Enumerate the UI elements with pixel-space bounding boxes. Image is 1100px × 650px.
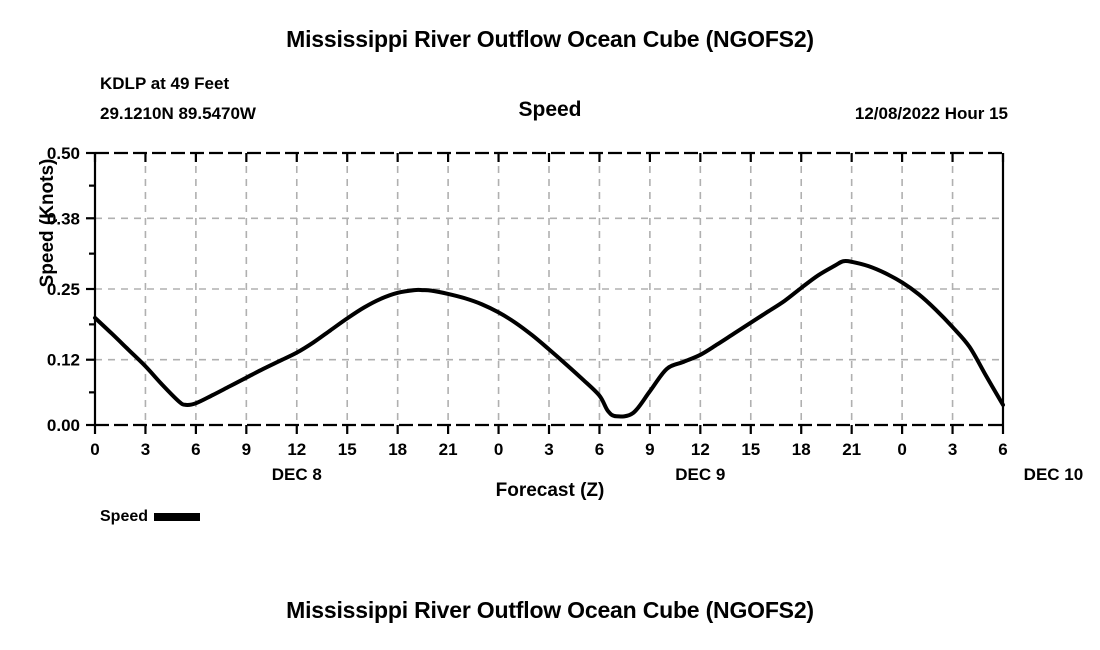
x-axis-label: Forecast (Z) bbox=[495, 480, 605, 501]
svg-text:21: 21 bbox=[842, 440, 861, 459]
svg-text:12: 12 bbox=[287, 440, 306, 459]
svg-text:0: 0 bbox=[897, 440, 906, 459]
forecast-timestamp: 12/08/2022 Hour 15 bbox=[854, 104, 1008, 123]
axis-ticks bbox=[86, 151, 1005, 434]
day-labels: DEC 8 DEC 9 DEC 10 bbox=[272, 465, 1083, 484]
variable-subtitle: Speed bbox=[518, 98, 582, 121]
svg-text:18: 18 bbox=[388, 440, 407, 459]
svg-text:3: 3 bbox=[544, 440, 553, 459]
station-label: KDLP at 49 Feet bbox=[100, 74, 230, 93]
page-title-top: Mississippi River Outflow Ocean Cube (NG… bbox=[286, 26, 814, 52]
svg-text:9: 9 bbox=[645, 440, 654, 459]
svg-text:0: 0 bbox=[90, 440, 99, 459]
data-series bbox=[93, 258, 1005, 419]
page-title-bottom: Mississippi River Outflow Ocean Cube (NG… bbox=[286, 597, 814, 623]
tick-labels: 0.00 0.12 0.25 0.38 0.50 0 3 6 9 12 15 18 21 0 3 6 9 12 15… bbox=[47, 144, 1008, 459]
svg-text:DEC 9: DEC 9 bbox=[675, 465, 725, 484]
svg-text:9: 9 bbox=[242, 440, 251, 459]
grid-lines bbox=[95, 153, 1003, 425]
chart-legend: Speed bbox=[100, 508, 201, 526]
svg-text:6: 6 bbox=[998, 440, 1007, 459]
svg-text:0.38: 0.38 bbox=[47, 209, 80, 228]
station-coordinates: 29.1210N 89.5470W bbox=[100, 104, 256, 123]
svg-text:0.12: 0.12 bbox=[47, 351, 80, 370]
legend-swatch-speed bbox=[154, 513, 201, 521]
svg-text:DEC 8: DEC 8 bbox=[272, 465, 322, 484]
svg-text:3: 3 bbox=[948, 440, 957, 459]
svg-text:15: 15 bbox=[741, 440, 760, 459]
svg-text:12: 12 bbox=[691, 440, 710, 459]
svg-text:15: 15 bbox=[338, 440, 357, 459]
svg-text:0: 0 bbox=[494, 440, 503, 459]
svg-text:0.25: 0.25 bbox=[47, 280, 80, 299]
svg-text:DEC 10: DEC 10 bbox=[1024, 465, 1084, 484]
svg-text:3: 3 bbox=[141, 440, 150, 459]
svg-text:0.00: 0.00 bbox=[47, 416, 80, 435]
svg-text:0.50: 0.50 bbox=[47, 144, 80, 163]
svg-text:21: 21 bbox=[439, 440, 458, 459]
legend-label-speed: Speed bbox=[100, 508, 149, 525]
svg-text:6: 6 bbox=[595, 440, 604, 459]
svg-text:6: 6 bbox=[191, 440, 200, 459]
svg-text:18: 18 bbox=[792, 440, 811, 459]
